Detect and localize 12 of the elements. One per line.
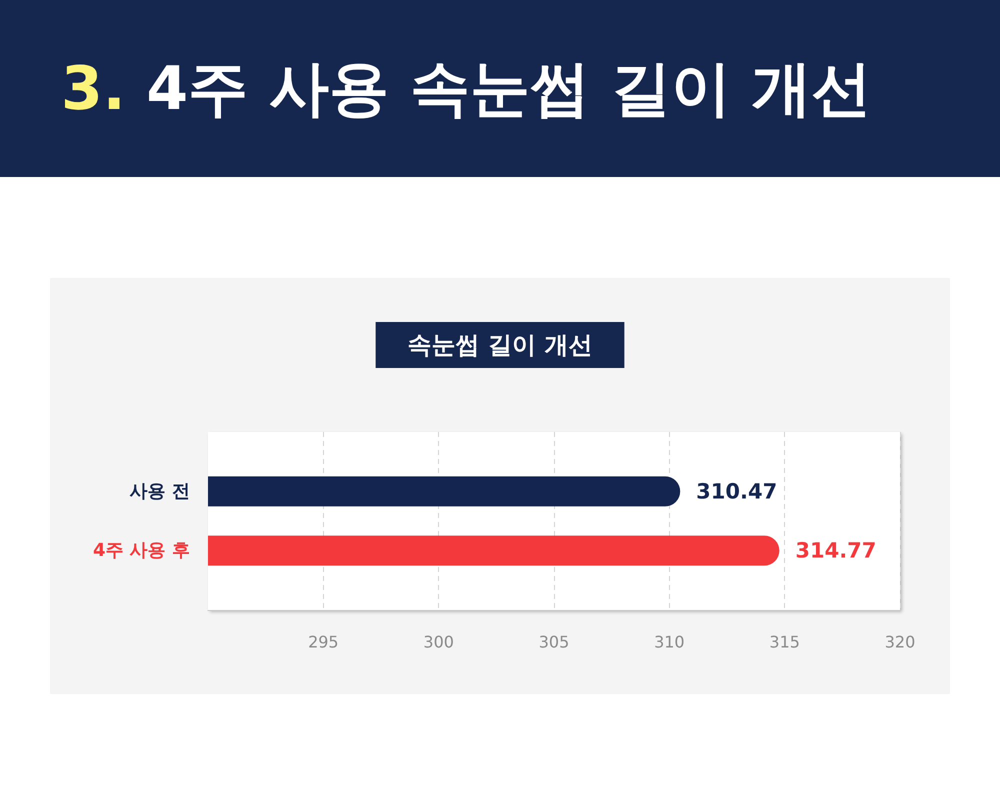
x-tick-label: 295	[308, 632, 339, 652]
x-tick-label: 320	[884, 632, 916, 652]
x-tick-label: 300	[423, 632, 454, 652]
data-label: 314.77	[795, 538, 876, 563]
x-tick-label: 315	[769, 632, 800, 652]
y-tick-label: 사용 전	[130, 480, 190, 502]
x-tick-label: 305	[538, 632, 570, 652]
data-label: 310.47	[696, 479, 778, 504]
y-tick-label: 4주 사용 후	[92, 540, 190, 562]
x-tick-label: 310	[654, 632, 685, 652]
chart-title: 3. 4주 사용 속눈썹 길이 개선	[61, 54, 872, 124]
chart-subtitle: 속눈썹 길이 개선	[408, 331, 592, 359]
